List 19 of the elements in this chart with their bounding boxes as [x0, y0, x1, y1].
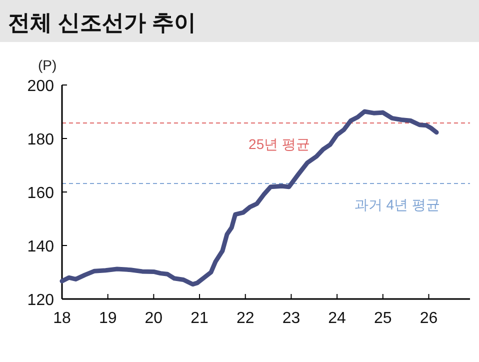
- x-tick-label: 22: [236, 310, 254, 327]
- chart-title: 전체 신조선가 추이: [8, 10, 196, 35]
- x-tick-label: 18: [53, 310, 71, 327]
- y-axis-title: (P): [38, 57, 57, 73]
- x-tick-label: 25: [374, 310, 392, 327]
- x-tick-label: 20: [144, 310, 163, 327]
- ref-line-label: 25년 평균: [248, 136, 310, 152]
- ref-line-label: 과거 4년 평균: [354, 196, 440, 212]
- x-tick-label: 23: [282, 310, 300, 327]
- y-tick-label: 160: [27, 185, 54, 202]
- x-tick-label: 24: [328, 310, 346, 327]
- y-tick-label: 200: [27, 78, 54, 95]
- x-tick-label: 19: [98, 310, 117, 327]
- line-series: [60, 109, 439, 287]
- x-tick-label: 21: [190, 310, 209, 327]
- y-tick-label: 180: [27, 132, 54, 148]
- y-tick-label: 120: [27, 292, 54, 309]
- y-tick-label: 140: [27, 238, 54, 256]
- x-tick-label: 26: [420, 310, 438, 327]
